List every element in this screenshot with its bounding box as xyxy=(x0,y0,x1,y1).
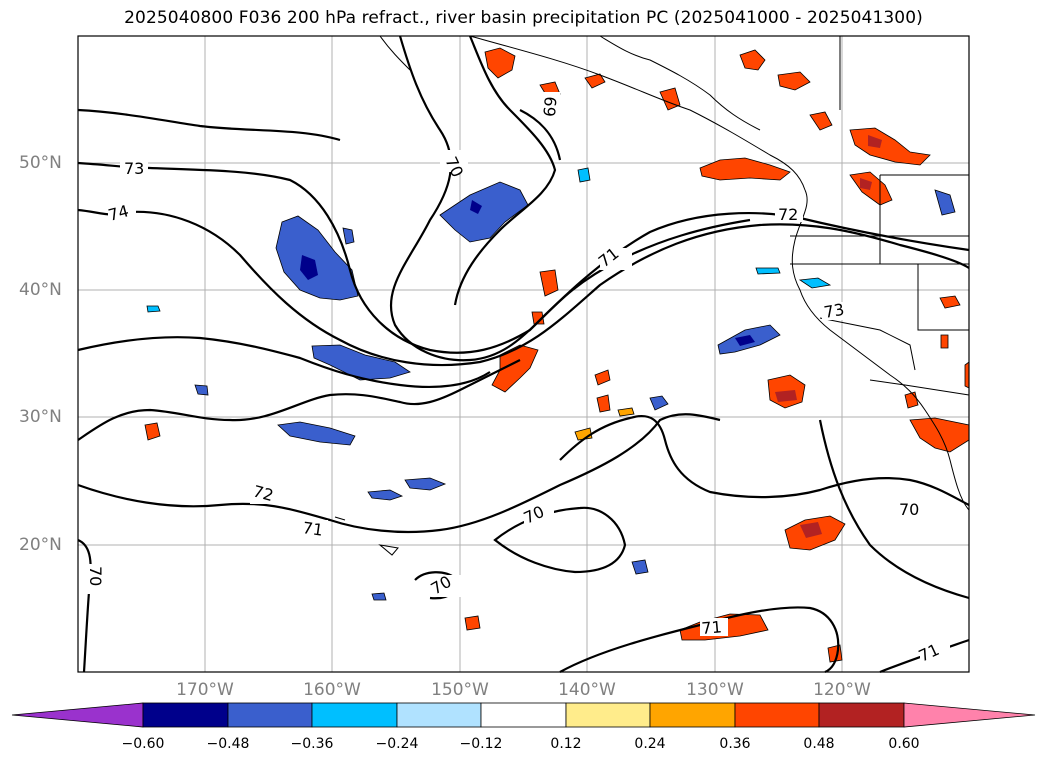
lat-label: 20°N xyxy=(19,535,62,555)
colorbar-segment xyxy=(903,702,1036,728)
contour-labels: 73 74 70 69 72 71 73 72 71 70 70 70 71 7… xyxy=(86,92,950,666)
lat-label: 50°N xyxy=(19,153,62,173)
figure-title: 2025040800 F036 200 hPa refract., river … xyxy=(124,8,923,28)
lat-label: 40°N xyxy=(19,280,62,300)
colorbar-segment xyxy=(565,702,651,728)
colorbar-tick: −0.60 xyxy=(121,736,165,752)
lon-label: 170°W xyxy=(176,680,234,700)
negative-anomaly-patches xyxy=(146,167,956,601)
colorbar-tick: −0.24 xyxy=(375,736,419,752)
colorbar-tick: −0.12 xyxy=(459,736,503,752)
contour-label: 73 xyxy=(822,300,845,322)
colorbar-tick: 0.48 xyxy=(803,736,835,752)
colorbar-segment xyxy=(818,702,905,728)
colorbar-tick: 0.36 xyxy=(719,736,751,752)
colorbar-segment xyxy=(649,702,736,728)
colorbar-segment xyxy=(311,702,398,728)
map-border xyxy=(77,35,970,673)
lon-label: 120°W xyxy=(813,680,871,700)
gridlines xyxy=(78,36,969,672)
colorbar-segment xyxy=(142,702,229,728)
colorbar-tick: 0.60 xyxy=(888,736,920,752)
contour-label: 71 xyxy=(701,617,723,638)
colorbar-segment xyxy=(227,702,313,728)
colorbar-tick: −0.48 xyxy=(206,736,250,752)
coastlines xyxy=(334,35,970,556)
lon-label: 130°W xyxy=(686,680,744,700)
contour-label: 71 xyxy=(301,518,324,540)
colorbar-segment xyxy=(480,702,567,728)
colorbar-segment xyxy=(11,702,144,728)
lon-label: 150°W xyxy=(431,680,489,700)
contour-label: 72 xyxy=(778,205,798,224)
colorbar-tick: 0.24 xyxy=(634,736,666,752)
contour-label: 72 xyxy=(251,482,276,506)
colorbar xyxy=(11,702,1036,728)
colorbar-segment xyxy=(396,702,482,728)
contour-label: 73 xyxy=(124,159,144,178)
lat-label: 30°N xyxy=(19,407,62,427)
contour-label: 74 xyxy=(106,201,131,225)
colorbar-segment xyxy=(734,702,820,728)
lon-label: 140°W xyxy=(558,680,616,700)
contour-label: 70 xyxy=(86,566,105,586)
colorbar-tick: −0.36 xyxy=(290,736,334,752)
colorbar-tick: 0.12 xyxy=(550,736,582,752)
contour-label: 69 xyxy=(539,96,560,118)
contour-label: 70 xyxy=(899,500,919,519)
lon-label: 160°W xyxy=(303,680,361,700)
